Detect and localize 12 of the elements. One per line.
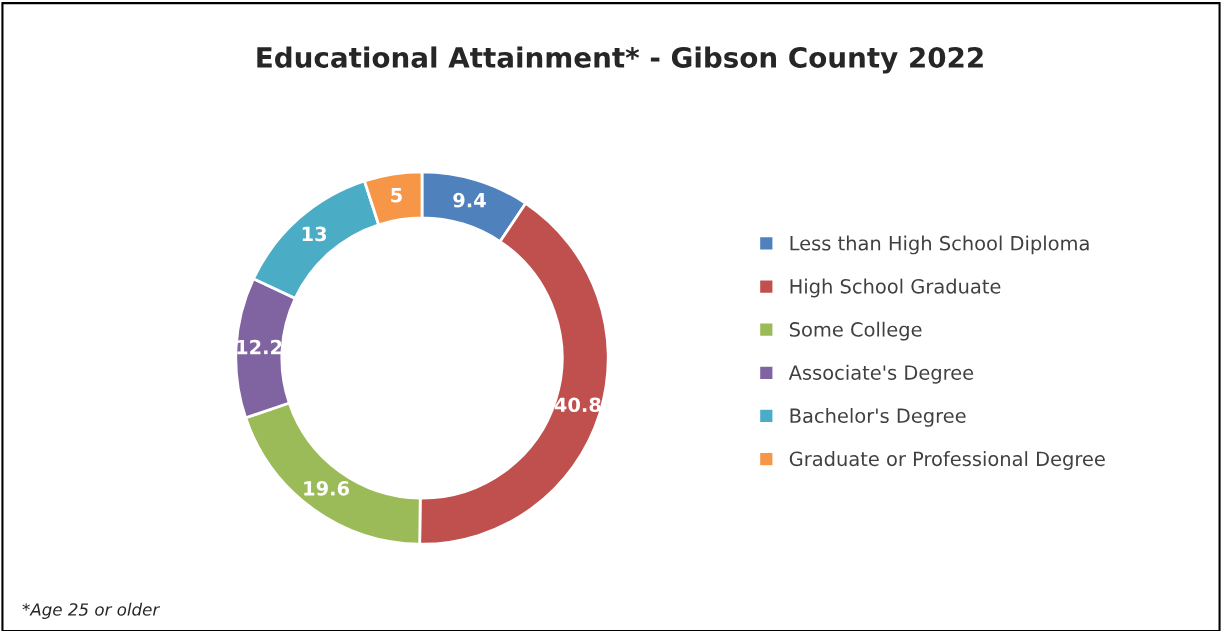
- legend-label: Bachelor's Degree: [790, 408, 966, 427]
- legend-label: Associate's Degree: [788, 364, 974, 384]
- legend-label: Less than High School Diploma: [790, 235, 1089, 255]
- data-label: 19.6: [304, 480, 350, 496]
- legend-label: Graduate or Professional Degree: [789, 451, 1105, 470]
- data-label: 5: [391, 188, 402, 203]
- legend-label: High School Graduate: [790, 278, 1001, 298]
- text: *Age 25 or older: [22, 602, 161, 619]
- legend-label: Some College: [789, 321, 922, 341]
- data-label: 9.4: [453, 192, 486, 208]
- chart-title: Educational Attainment* - Gibson County 2022: [257, 46, 983, 74]
- data-label: 13: [302, 226, 327, 242]
